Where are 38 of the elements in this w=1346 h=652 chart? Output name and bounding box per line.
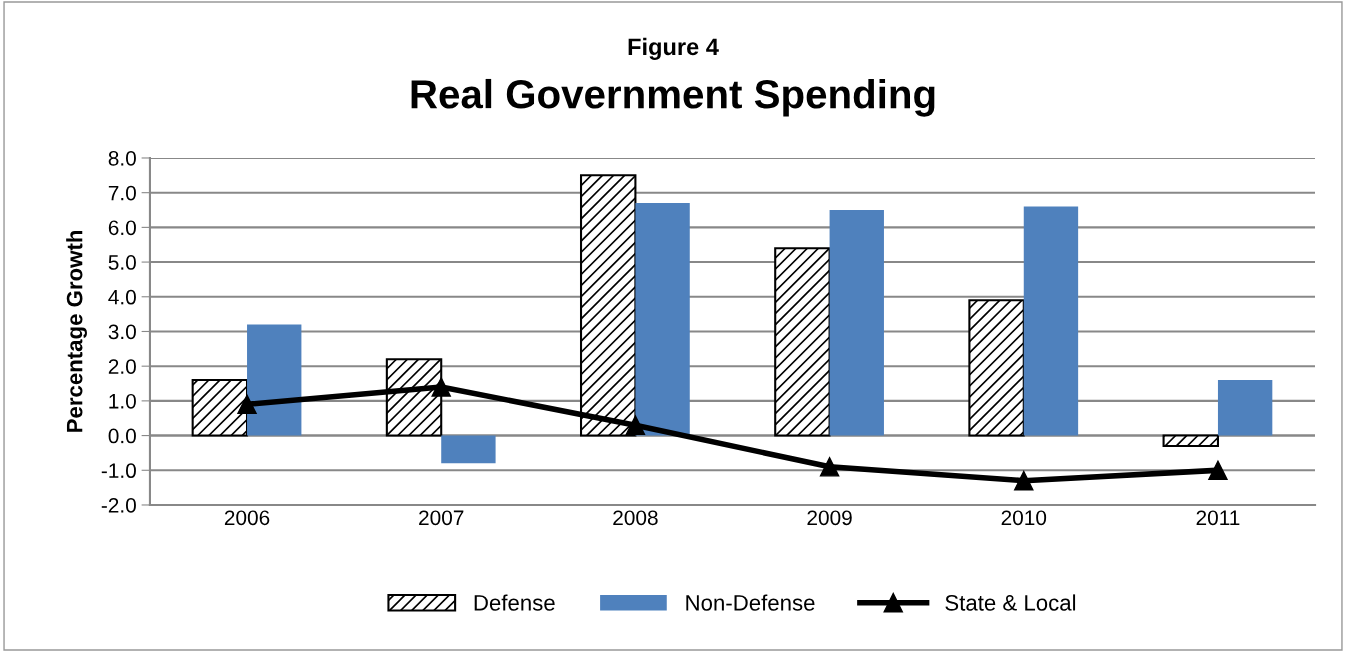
point <box>237 394 257 415</box>
x-tick-label: 2006 <box>224 510 270 526</box>
point <box>431 377 451 397</box>
point <box>819 457 840 477</box>
point <box>1014 470 1034 491</box>
bar <box>829 210 884 436</box>
x-tick-label: 2008 <box>613 510 658 526</box>
bar <box>1217 380 1273 436</box>
x-tick-label: 2011 <box>1196 510 1240 526</box>
x-tick-label: 2007 <box>419 510 464 526</box>
bar <box>635 203 690 436</box>
chart-subtitle: Real Government Spending <box>411 78 935 117</box>
y-tick-label: 1.0 <box>109 393 136 409</box>
point <box>1208 460 1228 480</box>
y-tick-label: -1.0 <box>101 463 136 479</box>
y-tick-label: 8.0 <box>108 150 136 166</box>
bar <box>774 247 831 437</box>
legend-label: State & Local <box>945 594 1076 611</box>
chart-title: Figure 4 <box>628 37 719 60</box>
y-tick-label: 0.0 <box>108 428 136 444</box>
y-axis-title: Percentage Growth <box>66 230 87 432</box>
y-tick-label: -2.0 <box>101 497 136 513</box>
y-tick-label: 4.0 <box>108 289 136 305</box>
y-tick-label: 3.0 <box>108 324 136 340</box>
legend-label: Defense <box>474 594 555 611</box>
point <box>625 415 646 435</box>
y-tick-label: 7.0 <box>108 185 136 201</box>
y-tick-label: 5.0 <box>108 255 136 270</box>
x-tick-label: 2010 <box>1001 510 1047 526</box>
bar <box>247 324 302 436</box>
bar <box>1162 434 1219 448</box>
y-tick-label: 2.0 <box>108 359 136 374</box>
y-tick-label: 6.0 <box>108 220 136 236</box>
x-tick-label: 2009 <box>807 510 852 526</box>
legend-label: Non-Defense <box>686 594 815 611</box>
bar <box>441 435 496 464</box>
bar <box>968 299 1025 437</box>
bar <box>1023 206 1079 436</box>
